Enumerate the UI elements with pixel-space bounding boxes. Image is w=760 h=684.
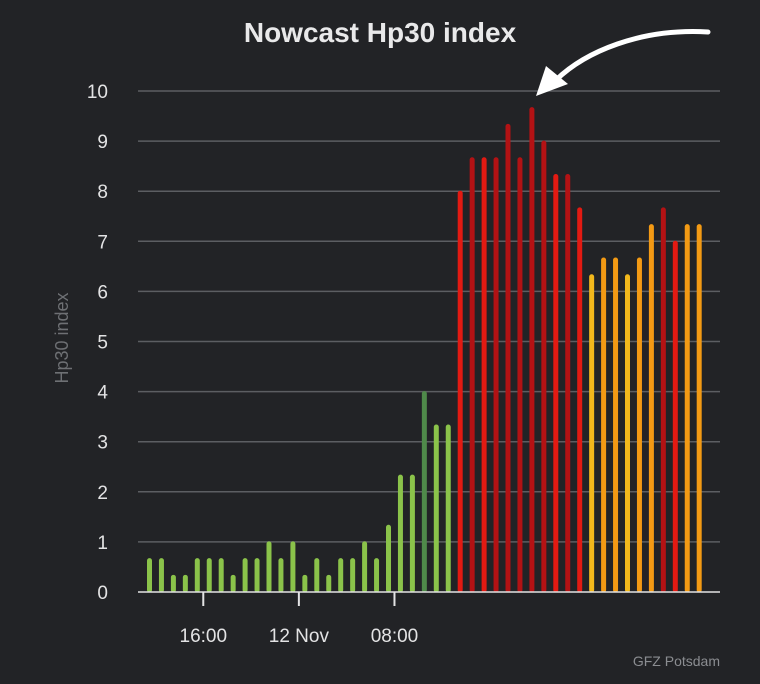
x-axis-ticks: 16:00 12 Nov 08:00	[180, 592, 419, 647]
y-tick-label: 5	[97, 333, 108, 354]
y-tick-label: 1	[97, 533, 108, 554]
y-tick-label: 10	[87, 82, 108, 103]
grid-lines	[138, 90, 720, 543]
y-axis-label: Hp30 index	[52, 292, 72, 383]
x-tick-label: 08:00	[371, 626, 419, 647]
x-tick-label: 16:00	[180, 626, 228, 647]
x-tick-label: 12 Nov	[269, 626, 330, 647]
y-tick-label: 7	[97, 232, 108, 253]
y-axis-ticks: 0 1 2 3 4 5 6 7 8 9 10	[87, 82, 109, 604]
y-tick-label: 9	[97, 132, 108, 153]
y-tick-label: 6	[97, 282, 108, 303]
y-tick-label: 0	[97, 583, 108, 604]
y-tick-label: 3	[97, 433, 108, 454]
y-tick-label: 4	[97, 383, 108, 404]
annotation-arrow	[553, 29, 711, 83]
credit-label: GFZ Potsdam	[633, 653, 720, 669]
annotation-arrowhead	[536, 66, 568, 96]
chart-title: Nowcast Hp30 index	[244, 17, 517, 48]
bars	[147, 107, 702, 593]
y-tick-label: 2	[97, 483, 108, 504]
y-tick-label: 8	[97, 182, 108, 203]
